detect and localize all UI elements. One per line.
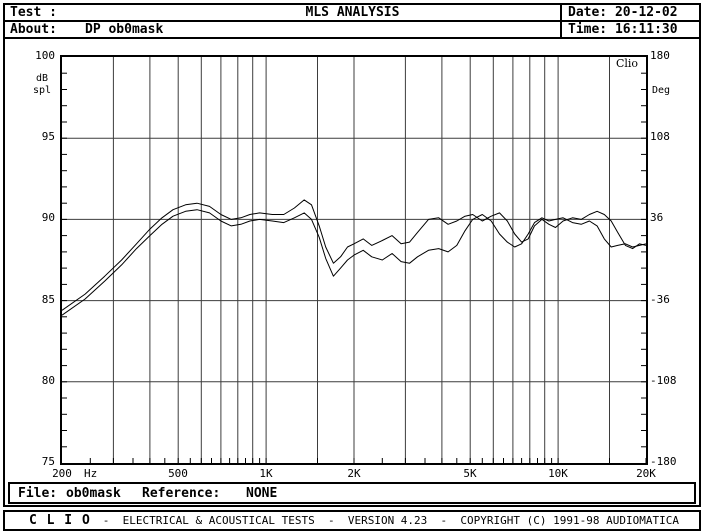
time-label: Time: xyxy=(568,22,608,37)
file-value: ob0mask xyxy=(66,486,121,501)
y-right-tick-label: -180 xyxy=(650,455,677,468)
x-tick-label: 2K xyxy=(347,467,361,480)
about-field-label: About: xyxy=(10,22,57,37)
y-left-tick-label: 75 xyxy=(41,455,55,468)
y-left-tick-label: 90 xyxy=(41,211,55,224)
date-label: Date: xyxy=(568,5,608,20)
clio-corner-logo: Clio xyxy=(615,57,639,70)
y-right-tick-label: 108 xyxy=(650,130,670,143)
file-label: File: xyxy=(18,486,58,501)
file-reference-bar: File: ob0mask Reference: NONE xyxy=(8,482,696,504)
reference-value: NONE xyxy=(246,486,278,501)
status-bar: C L I O - ELECTRICAL & ACOUSTICAL TESTS … xyxy=(3,510,701,531)
x-tick-label: 200 xyxy=(52,467,72,480)
header-divider-1 xyxy=(3,20,701,22)
test-field-label: Test : xyxy=(10,5,57,20)
x-tick-label: 500 xyxy=(168,467,188,480)
status-text: - ELECTRICAL & ACOUSTICAL TESTS - VERSIO… xyxy=(102,514,679,527)
y-left-unit2-label: spl xyxy=(33,85,52,96)
x-tick-label: 20K xyxy=(636,467,656,480)
y-right-tick-label: 36 xyxy=(650,211,664,224)
header-vertical-divider xyxy=(560,3,562,39)
response-curve-1 xyxy=(61,199,647,311)
time-value: 16:11:30 xyxy=(614,22,678,37)
y-left-tick-label: 85 xyxy=(41,293,55,306)
main-window-frame xyxy=(3,3,701,507)
y-left-tick-label: 95 xyxy=(41,130,55,143)
x-tick-label: 10K xyxy=(548,467,568,480)
header-divider-2 xyxy=(3,37,701,39)
y-right-unit-label: Deg xyxy=(652,85,671,96)
y-left-tick-label: 100 xyxy=(35,49,55,62)
x-tick-label: 5K xyxy=(463,467,477,480)
date-value: 20-12-02 xyxy=(614,5,678,20)
date-field: Date: 20-12-02 xyxy=(568,6,678,20)
frequency-response-plot xyxy=(60,55,648,465)
response-curve-2 xyxy=(61,209,647,316)
time-field: Time: 16:11:30 xyxy=(568,23,678,37)
x-tick-label: 1K xyxy=(259,467,273,480)
plot-frame xyxy=(60,55,648,465)
clio-brand: C L I O xyxy=(29,513,91,528)
y-left-unit-label: dB xyxy=(36,73,49,84)
reference-label: Reference: xyxy=(142,486,221,501)
y-right-tick-label: -36 xyxy=(650,293,670,306)
y-right-tick-label: 180 xyxy=(650,49,670,62)
y-right-tick-label: -108 xyxy=(650,374,677,387)
x-axis-unit-label: Hz xyxy=(84,467,98,480)
page-title: MLS ANALYSIS xyxy=(305,5,400,20)
y-left-tick-label: 80 xyxy=(41,374,55,387)
about-field-value: DP ob0mask xyxy=(85,22,164,37)
